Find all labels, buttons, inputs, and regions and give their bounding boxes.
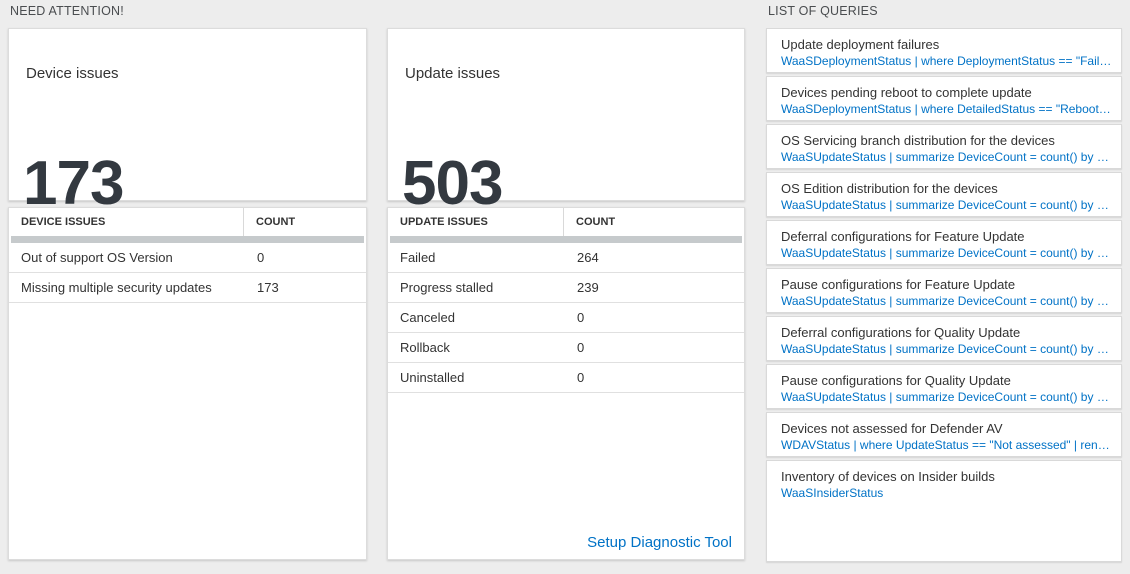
update-issues-tile[interactable]: Update issues 503 bbox=[387, 28, 745, 215]
query-title: Update deployment failures bbox=[781, 37, 940, 52]
update-issues-table: UPDATE ISSUES COUNT Failed 264 Progress … bbox=[387, 207, 745, 560]
issue-label: Canceled bbox=[400, 310, 455, 325]
issue-label: Missing multiple security updates bbox=[21, 280, 212, 295]
query-text[interactable]: WaaSDeploymentStatus | where DetailedSta… bbox=[781, 102, 1113, 116]
device-issues-tile-title: Device issues bbox=[26, 65, 119, 82]
issue-count: 239 bbox=[577, 280, 599, 295]
query-text[interactable]: WDAVStatus | where UpdateStatus == "Not … bbox=[781, 438, 1113, 452]
query-title: Devices pending reboot to complete updat… bbox=[781, 85, 1032, 100]
query-list-item[interactable]: Update deployment failures WaaSDeploymen… bbox=[766, 28, 1122, 73]
query-text[interactable]: WaaSDeploymentStatus | where DeploymentS… bbox=[781, 54, 1113, 68]
query-title: Inventory of devices on Insider builds bbox=[781, 469, 995, 484]
query-title: Devices not assessed for Defender AV bbox=[781, 421, 1003, 436]
count-header-cell: COUNT bbox=[576, 216, 616, 228]
issue-label: Out of support OS Version bbox=[21, 250, 173, 265]
update-issues-header-cell: UPDATE ISSUES bbox=[388, 208, 564, 236]
query-list-item[interactable]: OS Servicing branch distribution for the… bbox=[766, 124, 1122, 169]
query-list-item[interactable]: Devices pending reboot to complete updat… bbox=[766, 76, 1122, 121]
device-issues-table: DEVICE ISSUES COUNT Out of support OS Ve… bbox=[8, 207, 367, 560]
issue-count: 0 bbox=[257, 250, 265, 265]
issue-label: Uninstalled bbox=[400, 370, 465, 385]
table-row[interactable]: Uninstalled 0 bbox=[388, 363, 744, 393]
issue-count: 264 bbox=[577, 250, 599, 265]
query-list-item[interactable]: OS Edition distribution for the devices … bbox=[766, 172, 1122, 217]
query-list-item[interactable]: Deferral configurations for Quality Upda… bbox=[766, 316, 1122, 361]
table-row[interactable]: Failed 264 bbox=[388, 243, 744, 273]
query-text[interactable]: WaaSUpdateStatus | summarize DeviceCount… bbox=[781, 342, 1113, 356]
issue-label: Failed bbox=[400, 250, 436, 265]
device-issues-tile[interactable]: Device issues 173 bbox=[8, 28, 367, 215]
issue-label: Progress stalled bbox=[400, 280, 494, 295]
table-row[interactable]: Rollback 0 bbox=[388, 333, 744, 363]
query-title: Pause configurations for Feature Update bbox=[781, 277, 1016, 292]
list-of-queries-section-label: LIST OF QUERIES bbox=[768, 4, 878, 18]
issue-count: 0 bbox=[577, 310, 585, 325]
query-title: Deferral configurations for Feature Upda… bbox=[781, 229, 1025, 244]
query-list-item[interactable]: Inventory of devices on Insider builds W… bbox=[766, 460, 1122, 562]
query-text[interactable]: WaaSInsiderStatus bbox=[781, 486, 884, 500]
query-text[interactable]: WaaSUpdateStatus | summarize DeviceCount… bbox=[781, 294, 1113, 308]
issue-label: Rollback bbox=[400, 340, 450, 355]
query-text[interactable]: WaaSUpdateStatus | summarize DeviceCount… bbox=[781, 150, 1113, 164]
query-text[interactable]: WaaSUpdateStatus | summarize DeviceCount… bbox=[781, 390, 1113, 404]
issue-count: 173 bbox=[257, 280, 279, 295]
query-title: OS Edition distribution for the devices bbox=[781, 181, 998, 196]
device-issues-count: 173 bbox=[23, 149, 124, 218]
query-title: Pause configurations for Quality Update bbox=[781, 373, 1011, 388]
table-row[interactable]: Out of support OS Version 0 bbox=[9, 243, 366, 273]
query-text[interactable]: WaaSUpdateStatus | summarize DeviceCount… bbox=[781, 198, 1113, 212]
query-title: OS Servicing branch distribution for the… bbox=[781, 133, 1055, 148]
query-list-item[interactable]: Devices not assessed for Defender AV WDA… bbox=[766, 412, 1122, 457]
query-list: Update deployment failures WaaSDeploymen… bbox=[766, 28, 1122, 562]
device-issues-table-header: DEVICE ISSUES COUNT bbox=[9, 208, 366, 236]
table-header-divider-bar bbox=[390, 236, 742, 243]
setup-diagnostic-tool-link[interactable]: Setup Diagnostic Tool bbox=[587, 534, 732, 551]
need-attention-section-label: NEED ATTENTION! bbox=[10, 4, 124, 18]
query-text[interactable]: WaaSUpdateStatus | summarize DeviceCount… bbox=[781, 246, 1113, 260]
update-issues-count: 503 bbox=[402, 149, 503, 218]
query-list-item[interactable]: Pause configurations for Quality Update … bbox=[766, 364, 1122, 409]
table-row[interactable]: Canceled 0 bbox=[388, 303, 744, 333]
table-row[interactable]: Missing multiple security updates 173 bbox=[9, 273, 366, 303]
update-issues-tile-title: Update issues bbox=[405, 65, 501, 82]
query-list-item[interactable]: Deferral configurations for Feature Upda… bbox=[766, 220, 1122, 265]
table-row[interactable]: Progress stalled 239 bbox=[388, 273, 744, 303]
query-title: Deferral configurations for Quality Upda… bbox=[781, 325, 1021, 340]
issue-count: 0 bbox=[577, 340, 585, 355]
count-header-cell: COUNT bbox=[256, 216, 296, 228]
update-issues-table-header: UPDATE ISSUES COUNT bbox=[388, 208, 744, 236]
query-list-item[interactable]: Pause configurations for Feature Update … bbox=[766, 268, 1122, 313]
issue-count: 0 bbox=[577, 370, 585, 385]
device-issues-header-cell: DEVICE ISSUES bbox=[9, 208, 244, 236]
table-header-divider-bar bbox=[11, 236, 364, 243]
